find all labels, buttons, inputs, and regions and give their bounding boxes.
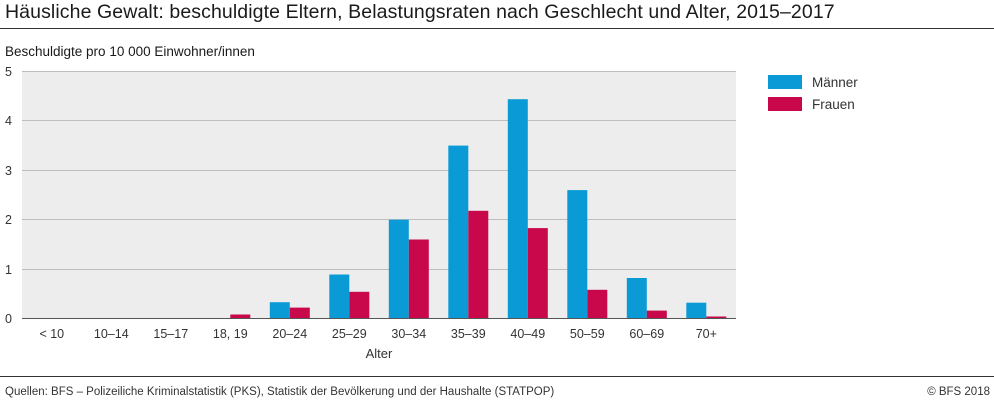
bar-frauen (230, 314, 251, 318)
bar-maenner (388, 219, 409, 318)
x-tick-labels: < 10 10–14 15–17 18, 19 20–24 25–29 30–34 35–39… (39, 327, 716, 341)
legend-label-frauen: Frauen (812, 96, 855, 112)
legend: Männer Frauen (768, 71, 858, 115)
bar-frauen (349, 291, 370, 318)
legend-label-maenner: Männer (812, 74, 858, 90)
title-rule (0, 28, 994, 29)
x-tick-label: 35–39 (451, 327, 486, 341)
bar-frauen (646, 310, 667, 318)
bar-frauen (706, 316, 727, 318)
y-axis-label: Beschuldigte pro 10 000 Einwohner/innen (5, 44, 255, 59)
plot-area (22, 71, 736, 318)
x-tick-label: 50–59 (570, 327, 605, 341)
bar-maenner (567, 190, 588, 318)
legend-item-frauen: Frauen (768, 93, 858, 115)
chart-title: Häusliche Gewalt: beschuldigte Eltern, B… (5, 1, 835, 23)
x-tick-label: 10–14 (94, 327, 129, 341)
x-tick-label: 20–24 (272, 327, 307, 341)
copyright: © BFS 2018 (927, 386, 990, 398)
y-tick-label: 3 (5, 164, 12, 178)
x-tick-label: < 10 (39, 327, 64, 341)
legend-swatch-frauen (768, 97, 802, 111)
x-tick-label: 70+ (696, 327, 717, 341)
bar-frauen (468, 210, 489, 318)
bar-maenner (448, 145, 469, 318)
bar-maenner (269, 302, 290, 318)
bar-frauen (408, 239, 429, 318)
gridlines (22, 71, 736, 270)
bar-maenner (626, 278, 647, 318)
bar-maenner (329, 274, 350, 318)
x-tick-label: 25–29 (332, 327, 367, 341)
x-tick-label: 15–17 (153, 327, 188, 341)
y-tick-labels: 0 1 2 3 4 5 (5, 65, 12, 326)
bars (230, 99, 727, 318)
y-tick-label: 0 (5, 312, 12, 326)
bar-maenner (686, 302, 707, 318)
bar-frauen (289, 307, 310, 318)
y-tick-label: 2 (5, 213, 12, 227)
bar-frauen (527, 228, 548, 318)
y-tick-label: 4 (5, 114, 12, 128)
y-tick-label: 5 (5, 65, 12, 79)
bar-maenner (507, 99, 528, 318)
x-tick-label: 18, 19 (213, 327, 248, 341)
bar-frauen (587, 289, 608, 318)
x-tick-label: 30–34 (391, 327, 426, 341)
y-tick-label: 1 (5, 263, 12, 277)
x-tick-label: 60–69 (629, 327, 664, 341)
footer-rule (0, 376, 994, 377)
legend-item-maenner: Männer (768, 71, 858, 93)
legend-swatch-maenner (768, 75, 802, 89)
source-note: Quellen: BFS – Polizeiliche Kriminalstat… (5, 386, 555, 398)
x-tick-label: 40–49 (510, 327, 545, 341)
x-axis-title: Alter (366, 346, 393, 361)
